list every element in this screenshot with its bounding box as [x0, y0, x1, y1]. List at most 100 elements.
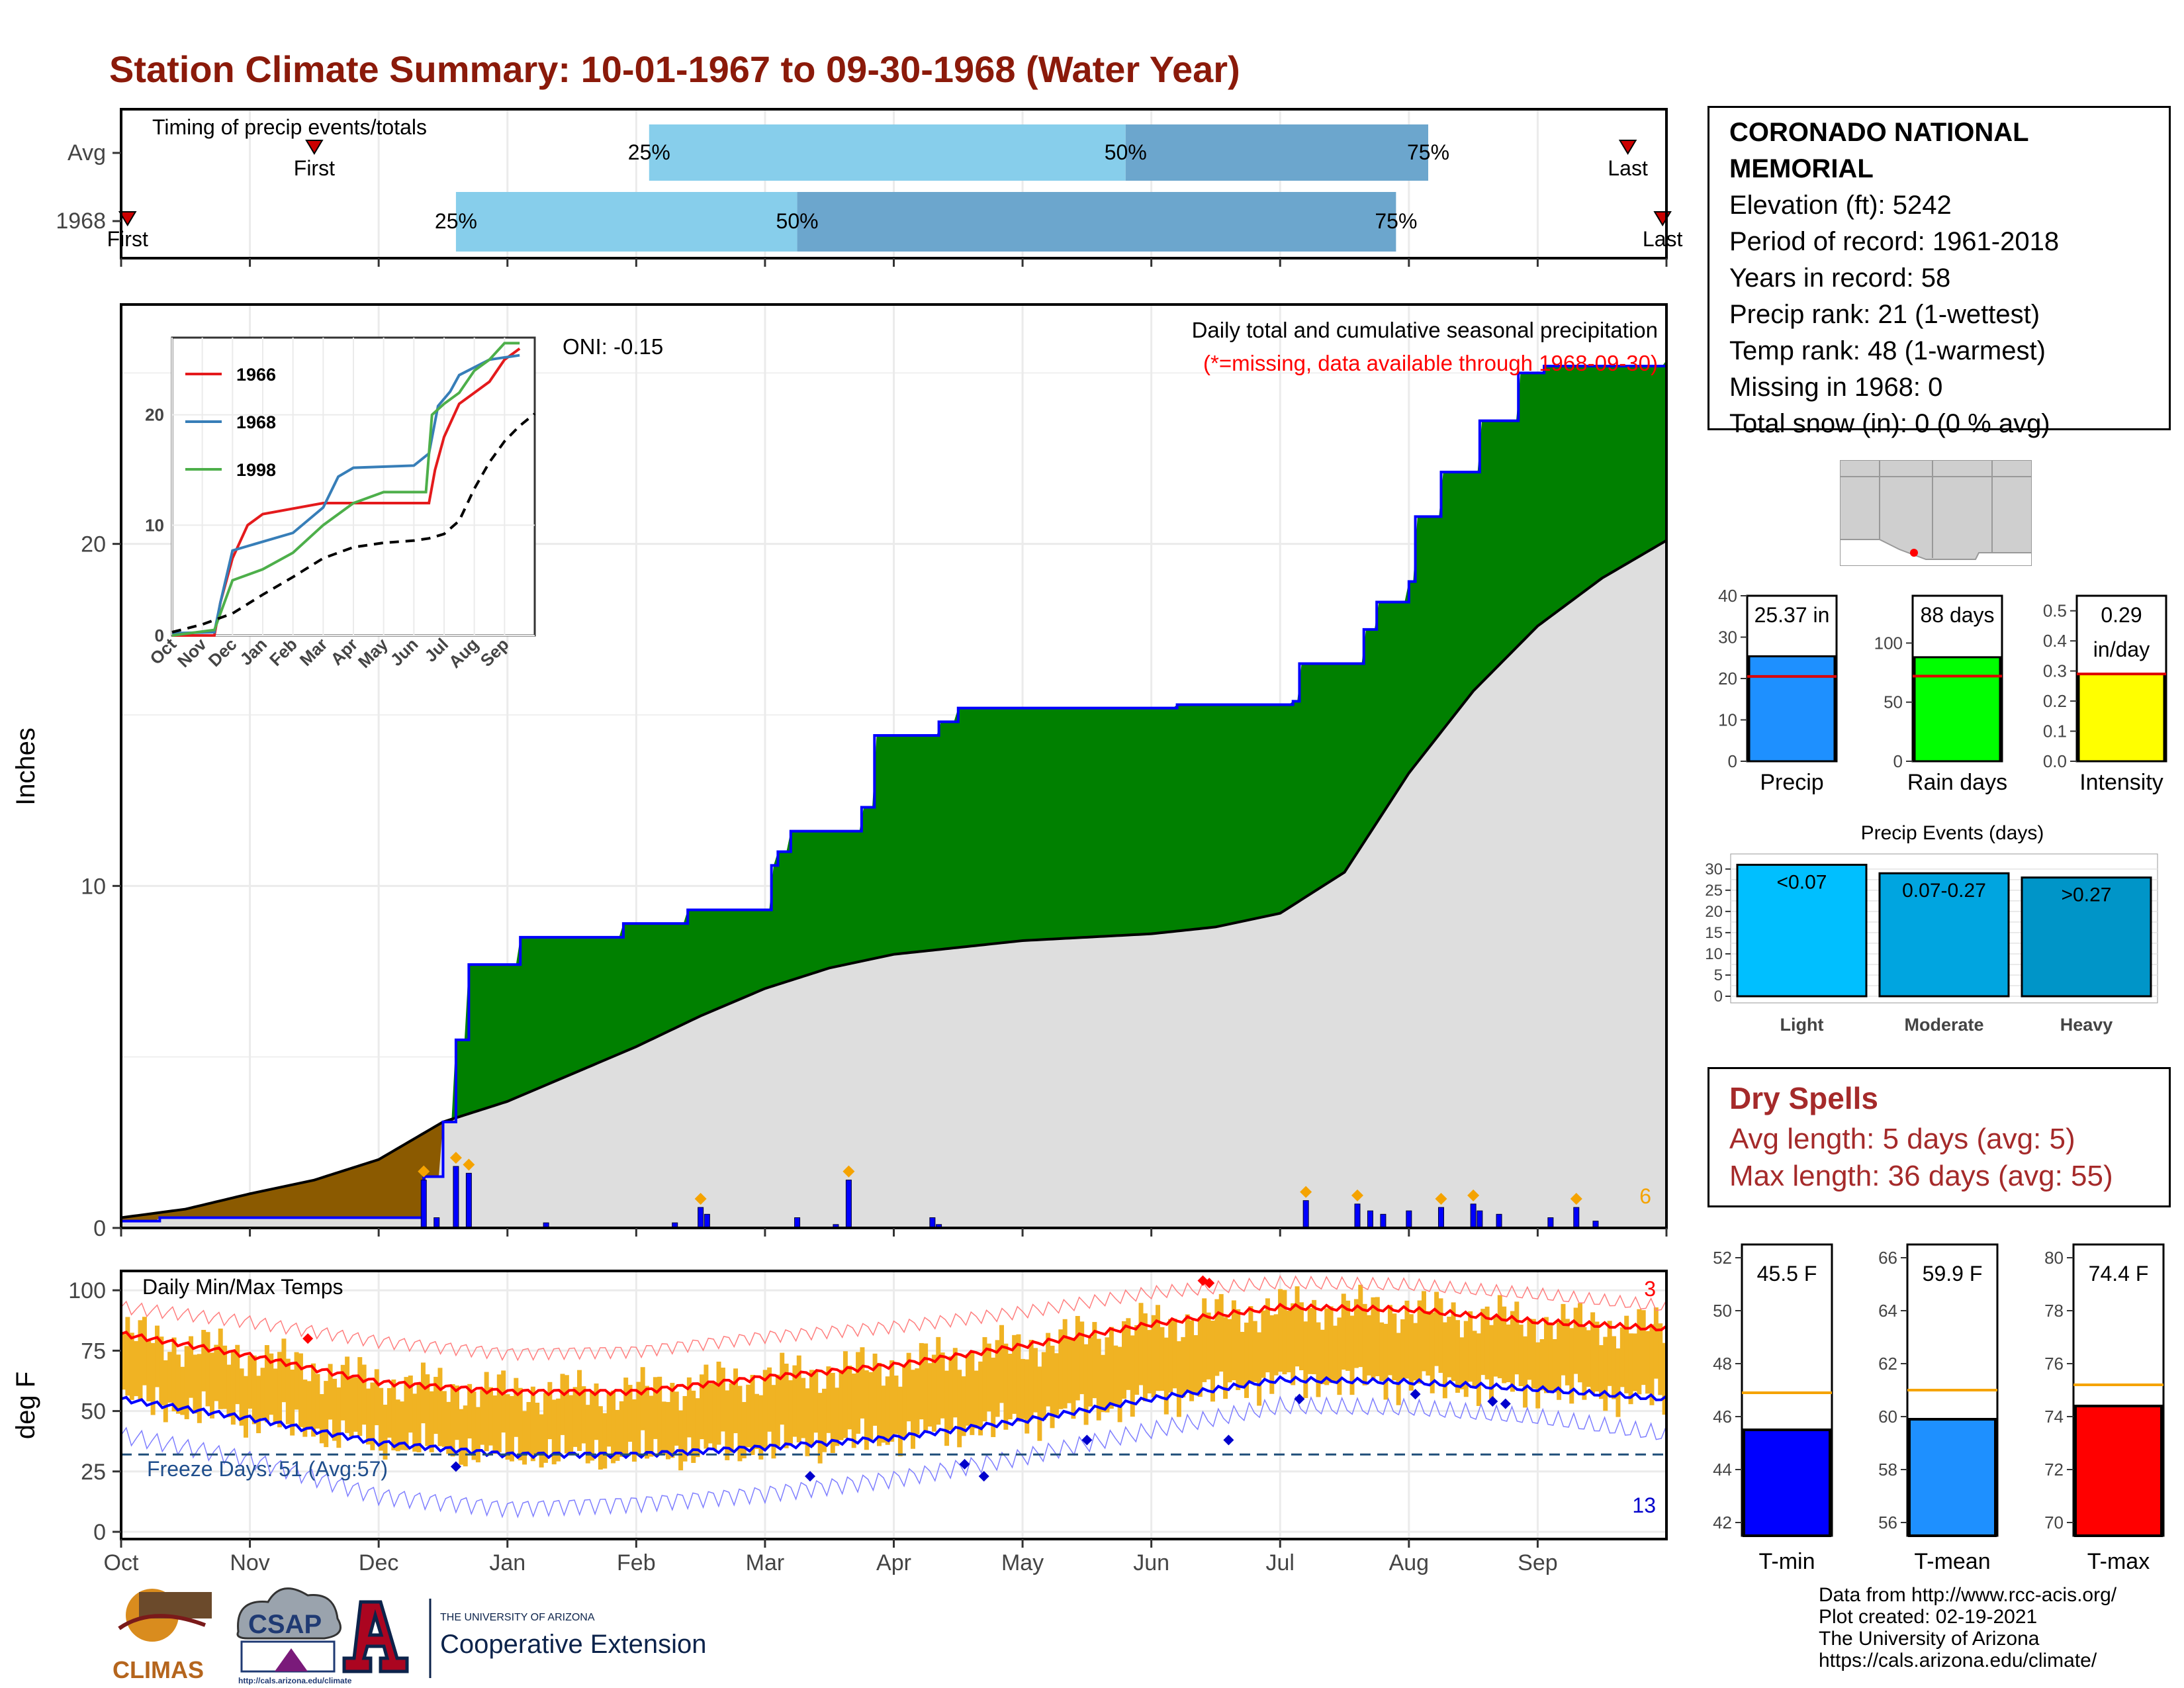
daily-temp-bar	[492, 1395, 498, 1454]
daily-temp-bar	[281, 1338, 287, 1403]
events-bar	[1736, 863, 1868, 998]
daily-temp-bar	[1160, 1327, 1165, 1391]
daily-temp-bar	[1079, 1321, 1085, 1395]
daily-temp-bar	[1632, 1333, 1637, 1391]
daily-temp-bar	[336, 1387, 341, 1448]
month-tick-label: Mar	[746, 1550, 785, 1575]
daily-temp-bar	[1590, 1312, 1596, 1393]
daily-precip-bar	[1496, 1213, 1502, 1229]
y-tick-label: 30	[1718, 628, 1737, 647]
daily-temp-bar	[704, 1364, 709, 1449]
temp-summary-charts: 45.5 F 42 44 46 48 50 52 T-min 59.9 F 56 58 60 62 64 6…	[1713, 1243, 2165, 1574]
daily-temp-bar	[1358, 1284, 1363, 1368]
daily-temp-bar	[1244, 1323, 1250, 1398]
daily-temp-bar	[868, 1372, 874, 1440]
daily-temp-bar	[1003, 1343, 1009, 1430]
daily-temp-bar	[1552, 1338, 1557, 1393]
daily-precip-bar	[929, 1217, 936, 1229]
daily-temp-bar	[1472, 1331, 1477, 1389]
daily-temp-bar	[611, 1390, 616, 1464]
y-tick-label: 20	[1705, 903, 1723, 921]
daily-temp-bar	[902, 1364, 907, 1439]
inset-y-tick-label: 0	[155, 626, 164, 645]
precip-ylabel: Inches	[11, 727, 40, 806]
daily-temp-bar	[1142, 1313, 1148, 1401]
daily-temp-bar	[197, 1354, 202, 1423]
daily-temp-bar	[1619, 1327, 1625, 1387]
y-tick-label: 0.1	[2043, 722, 2067, 741]
daily-temp-bar	[670, 1383, 675, 1458]
y-tick-label: 40	[1718, 586, 1737, 606]
daily-temp-bar	[150, 1342, 156, 1415]
month-tick-label: Aug	[1389, 1550, 1430, 1575]
daily-temp-bar	[1092, 1322, 1097, 1399]
daily-temp-bar	[1122, 1321, 1126, 1399]
daily-temp-bar	[475, 1407, 480, 1463]
daily-temp-bar	[1463, 1321, 1469, 1397]
daily-temp-bar	[244, 1376, 248, 1438]
daily-temp-bar	[1637, 1309, 1642, 1395]
daily-temp-bar	[298, 1353, 303, 1427]
daily-temp-bar	[931, 1354, 936, 1432]
station-period: Period of record: 1961-2018	[1729, 227, 2060, 256]
y-tick-label: 0.4	[2043, 631, 2067, 651]
daily-temp-bar	[911, 1370, 915, 1449]
daily-temp-bar	[1353, 1299, 1359, 1368]
heavy-event-marker-icon	[694, 1193, 707, 1205]
temp-summary-axis-label: T-mean	[1914, 1549, 1990, 1574]
y-tick-label: 0.0	[2043, 751, 2067, 771]
daily-temp-bar	[885, 1376, 890, 1445]
summary-axis-label: Rain days	[1907, 770, 2007, 795]
events-category-label: Moderate	[1904, 1015, 1983, 1035]
daily-temp-bar	[1392, 1313, 1397, 1381]
daily-temp-bar	[1510, 1311, 1515, 1392]
daily-temp-bar	[1349, 1315, 1355, 1395]
daily-temp-bar	[1324, 1308, 1330, 1385]
daily-temp-bar	[1248, 1306, 1253, 1382]
oni-value: ONI: -0.15	[563, 334, 663, 359]
daily-temp-bar	[1151, 1315, 1156, 1398]
daily-temp-bar	[919, 1342, 924, 1420]
y-tick-label: 74	[2044, 1407, 2064, 1427]
heavy-event-marker-icon	[463, 1158, 475, 1171]
daily-temp-bar	[1012, 1335, 1017, 1414]
y-tick-label: 46	[1713, 1407, 1732, 1427]
timing-bar-50-75	[797, 192, 1396, 252]
daily-temp-bar	[353, 1377, 358, 1432]
daily-precip-bar	[1573, 1207, 1580, 1229]
month-tick-label: Jan	[489, 1550, 525, 1575]
daily-temp-bar	[1147, 1330, 1152, 1393]
daily-temp-bar	[1312, 1299, 1317, 1375]
precip-panel: 0 10 20 Daily total and cumulative seasona…	[11, 303, 1668, 1241]
daily-temp-bar	[1396, 1333, 1401, 1405]
daily-temp-bar	[569, 1395, 574, 1454]
daily-temp-bar	[1502, 1306, 1507, 1383]
daily-temp-bar	[1037, 1366, 1042, 1441]
month-tick-label: Jul	[1266, 1550, 1295, 1575]
inset-series-line	[172, 348, 521, 637]
daily-temp-bar	[226, 1364, 232, 1417]
daily-temp-bar	[581, 1386, 586, 1444]
daily-temp-bar	[1367, 1315, 1372, 1376]
daily-temp-bar	[319, 1393, 324, 1444]
daily-temp-bar	[767, 1367, 772, 1432]
daily-temp-bar	[302, 1380, 308, 1437]
daily-temp-bar	[1087, 1337, 1093, 1407]
credit-data-source: Data from http://www.rcc-acis.org/	[1819, 1584, 2117, 1606]
y-tick-label: 0	[1714, 988, 1723, 1006]
daily-temp-bar	[273, 1368, 278, 1424]
daily-temp-bar	[175, 1354, 181, 1414]
daily-temp-bar	[1362, 1303, 1367, 1385]
daily-temp-bar	[1033, 1348, 1038, 1413]
daily-temp-bar	[1252, 1321, 1257, 1382]
events-category-label: Heavy	[2060, 1015, 2113, 1035]
daily-temp-bar	[627, 1385, 633, 1442]
precip-subtitle: (*=missing, data available through 1968-…	[1203, 351, 1658, 375]
daily-temp-bar	[1298, 1302, 1304, 1370]
daily-temp-bar	[1455, 1320, 1460, 1393]
events-category-label: Light	[1780, 1015, 1824, 1035]
daily-temp-bar	[813, 1370, 819, 1433]
y-tick-label: 100	[68, 1278, 106, 1303]
y-tick-label: 50	[81, 1399, 106, 1425]
y-tick-label: 0.2	[2043, 691, 2067, 711]
